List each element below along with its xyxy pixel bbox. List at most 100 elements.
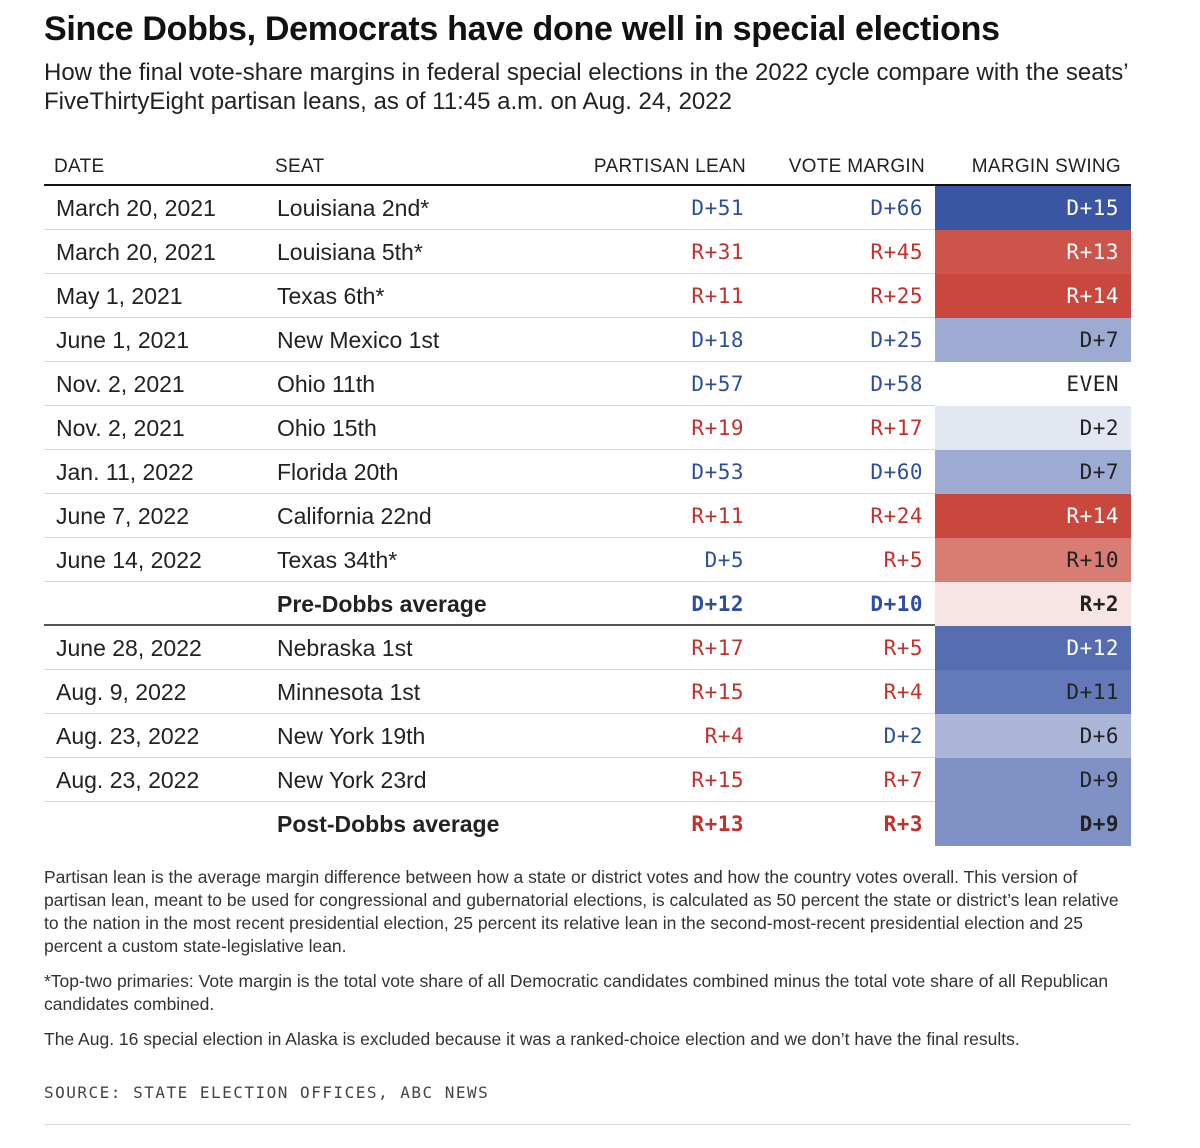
cell-date: May 1, 2021 — [56, 283, 183, 309]
average-row: Pre-Dobbs average D+12 D+10 R+2 — [44, 582, 1131, 626]
cell-date: June 1, 2021 — [56, 327, 190, 353]
cell-seat: Texas 34th* — [277, 547, 398, 573]
cell-date: Aug. 23, 2022 — [56, 723, 200, 749]
cell-vote-margin: D+60 — [870, 460, 923, 484]
note-partisan-lean: Partisan lean is the average margin diff… — [44, 867, 1119, 956]
chart-subtitle: How the final vote-share margins in fede… — [44, 59, 1128, 115]
cell-margin-swing: D+12 — [935, 626, 1131, 670]
table-row: June 1, 2021 New Mexico 1st D+18 D+25 D+7 — [44, 318, 1131, 362]
cell-partisan-lean: R+31 — [691, 240, 744, 264]
table-row: May 1, 2021 Texas 6th* R+11 R+25 R+14 — [44, 274, 1131, 318]
cell-vote-margin: D+25 — [870, 328, 923, 352]
cell-partisan-lean: D+57 — [691, 372, 744, 396]
cell-seat: Post-Dobbs average — [277, 811, 500, 837]
table-row: Aug. 23, 2022 New York 23rd R+15 R+7 D+9 — [44, 758, 1131, 802]
table-row: June 14, 2022 Texas 34th* D+5 R+5 R+10 — [44, 538, 1131, 582]
cell-vote-margin: R+4 — [883, 680, 923, 704]
cell-vote-margin: R+7 — [883, 768, 923, 792]
cell-seat: Florida 20th — [277, 459, 399, 485]
cell-date: June 7, 2022 — [56, 503, 190, 529]
cell-vote-margin: R+25 — [870, 284, 923, 308]
table-header: DATE SEAT PARTISAN LEAN VOTE MARGIN MARG… — [44, 146, 1131, 186]
bottom-divider — [44, 1124, 1131, 1125]
cell-date: Nov. 2, 2021 — [56, 371, 185, 397]
cell-seat: New York 19th — [277, 723, 426, 749]
table-row: Nov. 2, 2021 Ohio 15th R+19 R+17 D+2 — [44, 406, 1131, 450]
header-vote-margin: VOTE MARGIN — [788, 156, 925, 177]
cell-partisan-lean: R+11 — [691, 284, 744, 308]
results-table: DATE SEAT PARTISAN LEAN VOTE MARGIN MARG… — [44, 146, 1131, 846]
source-line: SOURCE: STATE ELECTION OFFICES, ABC NEWS — [44, 1083, 490, 1102]
cell-partisan-lean: D+51 — [691, 196, 744, 220]
header-partisan-lean: PARTISAN LEAN — [593, 156, 746, 177]
table-row: Aug. 23, 2022 New York 19th R+4 D+2 D+6 — [44, 714, 1131, 758]
cell-partisan-lean: D+18 — [691, 328, 744, 352]
cell-margin-swing: EVEN — [935, 362, 1131, 406]
cell-date: March 20, 2021 — [56, 239, 216, 265]
cell-vote-margin: D+58 — [870, 372, 923, 396]
cell-margin-swing: R+2 — [935, 582, 1131, 626]
cell-date: Aug. 9, 2022 — [56, 679, 187, 705]
cell-date: June 28, 2022 — [56, 635, 202, 661]
table-row: Aug. 9, 2022 Minnesota 1st R+15 R+4 D+11 — [44, 670, 1131, 714]
cell-seat: Ohio 11th — [277, 371, 376, 397]
cell-margin-swing: D+7 — [935, 318, 1131, 362]
header-margin-swing: MARGIN SWING — [971, 156, 1121, 177]
cell-seat: Nebraska 1st — [277, 635, 413, 661]
cell-seat: California 22nd — [277, 503, 432, 529]
cell-margin-swing: D+9 — [935, 758, 1131, 802]
cell-margin-swing: D+9 — [935, 802, 1131, 846]
cell-partisan-lean: D+12 — [691, 592, 744, 616]
cell-vote-margin: D+2 — [883, 724, 923, 748]
cell-partisan-lean: R+4 — [704, 724, 744, 748]
table-row: Jan. 11, 2022 Florida 20th D+53 D+60 D+7 — [44, 450, 1131, 494]
table-row: March 20, 2021 Louisiana 5th* R+31 R+45 R+13 — [44, 230, 1131, 274]
cell-seat: Ohio 15th — [277, 415, 377, 441]
cell-margin-swing: D+6 — [935, 714, 1131, 758]
cell-vote-margin: D+66 — [870, 196, 923, 220]
cell-vote-margin: R+24 — [870, 504, 923, 528]
header-seat: SEAT — [275, 156, 325, 177]
cell-margin-swing: R+14 — [935, 274, 1131, 318]
cell-partisan-lean: D+5 — [704, 548, 744, 572]
cell-partisan-lean: D+53 — [691, 460, 744, 484]
cell-margin-swing: D+7 — [935, 450, 1131, 494]
cell-seat: Pre-Dobbs average — [277, 591, 487, 617]
cell-margin-swing: R+14 — [935, 494, 1131, 538]
cell-partisan-lean: R+15 — [691, 680, 744, 704]
cell-seat: Louisiana 5th* — [277, 239, 423, 265]
cell-partisan-lean: R+19 — [691, 416, 744, 440]
note-top-two: *Top-two primaries: Vote margin is the t… — [44, 971, 1109, 1014]
cell-margin-swing: D+15 — [935, 186, 1131, 230]
cell-margin-swing: R+13 — [935, 230, 1131, 274]
cell-seat: Minnesota 1st — [277, 679, 421, 705]
cell-date: June 14, 2022 — [56, 547, 202, 573]
cell-date: Aug. 23, 2022 — [56, 767, 200, 793]
cell-seat: New York 23rd — [277, 767, 427, 793]
cell-margin-swing: D+11 — [935, 670, 1131, 714]
cell-seat: Louisiana 2nd* — [277, 195, 430, 221]
cell-vote-margin: R+45 — [870, 240, 923, 264]
cell-seat: New Mexico 1st — [277, 327, 440, 353]
table-body: March 20, 2021 Louisiana 2nd* D+51 D+66 D+15… — [44, 186, 1131, 846]
cell-date: Jan. 11, 2022 — [56, 459, 194, 485]
chart-title: Since Dobbs, Democrats have done well in… — [44, 10, 1000, 48]
cell-partisan-lean: R+15 — [691, 768, 744, 792]
header-date: DATE — [54, 156, 105, 177]
cell-vote-margin: D+10 — [870, 592, 923, 616]
cell-seat: Texas 6th* — [277, 283, 385, 309]
cell-date: March 20, 2021 — [56, 195, 216, 221]
table-row: March 20, 2021 Louisiana 2nd* D+51 D+66 D+15 — [44, 186, 1131, 230]
cell-vote-margin: R+5 — [883, 636, 923, 660]
cell-partisan-lean: R+13 — [691, 812, 744, 836]
cell-vote-margin: R+17 — [870, 416, 923, 440]
table-row: Nov. 2, 2021 Ohio 11th D+57 D+58 EVEN — [44, 362, 1131, 406]
table-row: June 28, 2022 Nebraska 1st R+17 R+5 D+12 — [44, 626, 1131, 670]
cell-partisan-lean: R+11 — [691, 504, 744, 528]
cell-margin-swing: D+2 — [935, 406, 1131, 450]
footnotes: Partisan lean is the average margin diff… — [44, 866, 1134, 1063]
cell-vote-margin: R+3 — [883, 812, 923, 836]
table-row: June 7, 2022 California 22nd R+11 R+24 R+14 — [44, 494, 1131, 538]
cell-partisan-lean: R+17 — [691, 636, 744, 660]
note-alaska: The Aug. 16 special election in Alaska i… — [44, 1029, 1020, 1049]
